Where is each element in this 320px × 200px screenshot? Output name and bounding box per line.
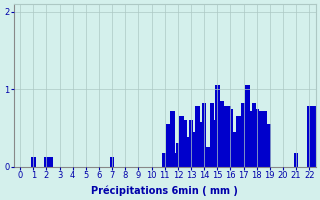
Bar [189, 120, 193, 167]
Bar [166, 124, 171, 167]
Bar [227, 106, 231, 167]
Bar [170, 111, 175, 167]
Bar [254, 109, 259, 167]
Bar [311, 106, 316, 167]
Bar [198, 122, 203, 167]
Bar [212, 120, 217, 167]
Bar [182, 120, 187, 167]
Bar [195, 106, 200, 167]
Bar [215, 85, 220, 167]
Bar [174, 153, 179, 167]
Bar [48, 157, 53, 167]
Bar [180, 116, 184, 167]
Bar [266, 124, 271, 167]
X-axis label: Précipitations 6min ( mm ): Précipitations 6min ( mm ) [91, 185, 238, 196]
Bar [110, 157, 115, 167]
Bar [219, 101, 223, 167]
Bar [228, 109, 233, 167]
Bar [252, 103, 256, 167]
Bar [176, 143, 180, 167]
Bar [185, 137, 189, 167]
Bar [294, 153, 299, 167]
Bar [262, 111, 267, 167]
Bar [31, 157, 36, 167]
Bar [232, 132, 237, 167]
Bar [239, 124, 243, 167]
Bar [191, 132, 196, 167]
Bar [236, 116, 241, 167]
Bar [307, 106, 312, 167]
Bar [258, 111, 263, 167]
Bar [210, 103, 214, 167]
Bar [163, 153, 167, 167]
Bar [44, 157, 49, 167]
Bar [223, 106, 228, 167]
Bar [206, 147, 210, 167]
Bar [202, 103, 206, 167]
Bar [249, 111, 254, 167]
Bar [241, 103, 246, 167]
Bar [245, 85, 250, 167]
